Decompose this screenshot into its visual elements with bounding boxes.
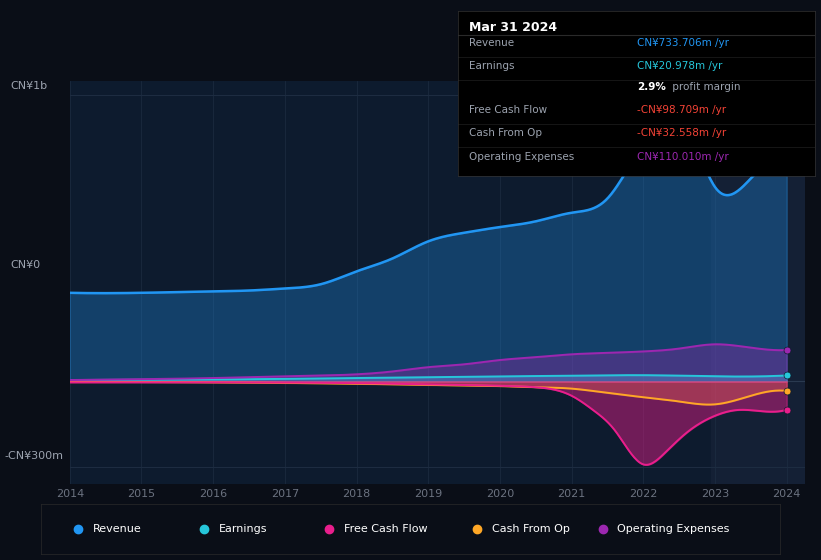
Text: CN¥110.010m /yr: CN¥110.010m /yr — [637, 152, 728, 162]
Text: Operating Expenses: Operating Expenses — [469, 152, 574, 162]
Text: Free Cash Flow: Free Cash Flow — [344, 524, 428, 534]
Text: Revenue: Revenue — [469, 38, 514, 48]
Text: Cash From Op: Cash From Op — [492, 524, 570, 534]
Text: Earnings: Earnings — [218, 524, 267, 534]
Text: CN¥1b: CN¥1b — [11, 81, 48, 91]
Text: Free Cash Flow: Free Cash Flow — [469, 105, 547, 115]
Text: CN¥733.706m /yr: CN¥733.706m /yr — [637, 38, 729, 48]
Text: Revenue: Revenue — [93, 524, 141, 534]
Text: CN¥0: CN¥0 — [11, 260, 41, 270]
Text: -CN¥98.709m /yr: -CN¥98.709m /yr — [637, 105, 726, 115]
Bar — [711, 81, 805, 484]
Text: Cash From Op: Cash From Op — [469, 128, 542, 138]
Text: -CN¥300m: -CN¥300m — [4, 451, 63, 461]
Text: Mar 31 2024: Mar 31 2024 — [469, 21, 557, 34]
Text: 2.9%: 2.9% — [637, 82, 666, 92]
Text: -CN¥32.558m /yr: -CN¥32.558m /yr — [637, 128, 726, 138]
Text: CN¥20.978m /yr: CN¥20.978m /yr — [637, 61, 722, 71]
Text: Earnings: Earnings — [469, 61, 514, 71]
Text: profit margin: profit margin — [669, 82, 741, 92]
Text: Operating Expenses: Operating Expenses — [617, 524, 730, 534]
